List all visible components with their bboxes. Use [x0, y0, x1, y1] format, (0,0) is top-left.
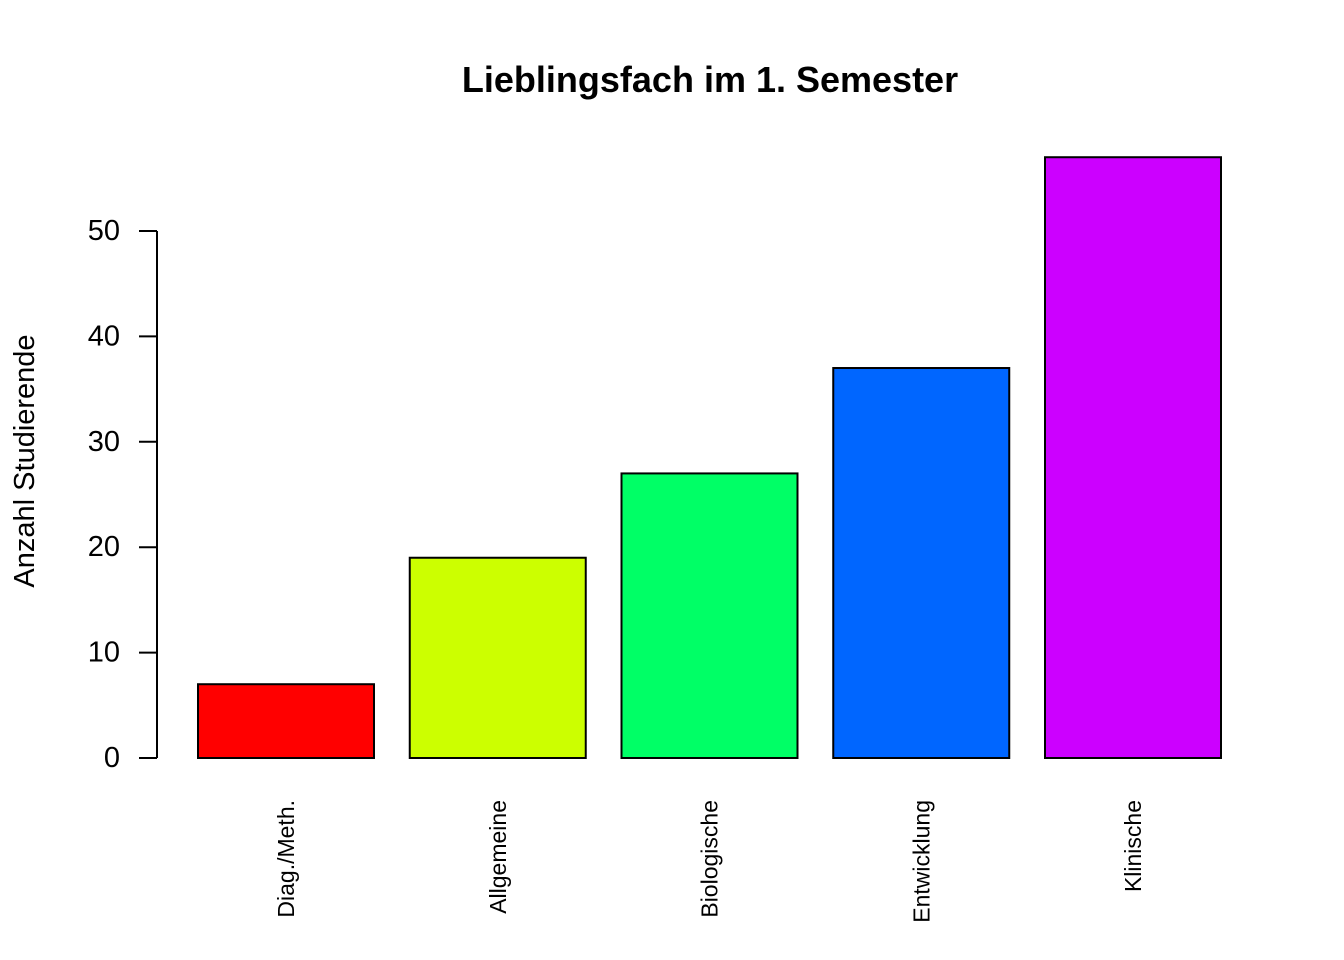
bar: [832, 367, 1011, 759]
x-tick-label: Biologische: [697, 800, 723, 918]
y-tick-label: 30: [88, 426, 120, 458]
bar: [620, 472, 799, 759]
y-axis: 0 10 20 30 40 50: [88, 215, 158, 774]
bar: [408, 556, 587, 759]
x-tick-label: Entwicklung: [908, 800, 934, 923]
y-tick-label: 10: [88, 637, 120, 669]
y-tick-label: 20: [88, 531, 120, 563]
y-tick-label: 40: [88, 320, 120, 352]
x-tick-label: Klinische: [1120, 800, 1146, 892]
x-tick-label: Diag./Meth.: [273, 800, 299, 918]
y-axis-label: Anzahl Studierende: [9, 334, 41, 587]
x-tick-label: Allgemeine: [485, 800, 511, 914]
y-tick-label: 50: [88, 215, 120, 247]
bar: [1044, 156, 1222, 760]
bar: [197, 683, 375, 759]
y-tick-label: 0: [104, 742, 120, 774]
chart-title: Lieblingsfach im 1. Semester: [462, 59, 958, 100]
bars-group: [197, 156, 1222, 760]
x-axis-labels: Diag./Meth. Allgemeine Biologische Entwickl…: [273, 800, 1146, 923]
